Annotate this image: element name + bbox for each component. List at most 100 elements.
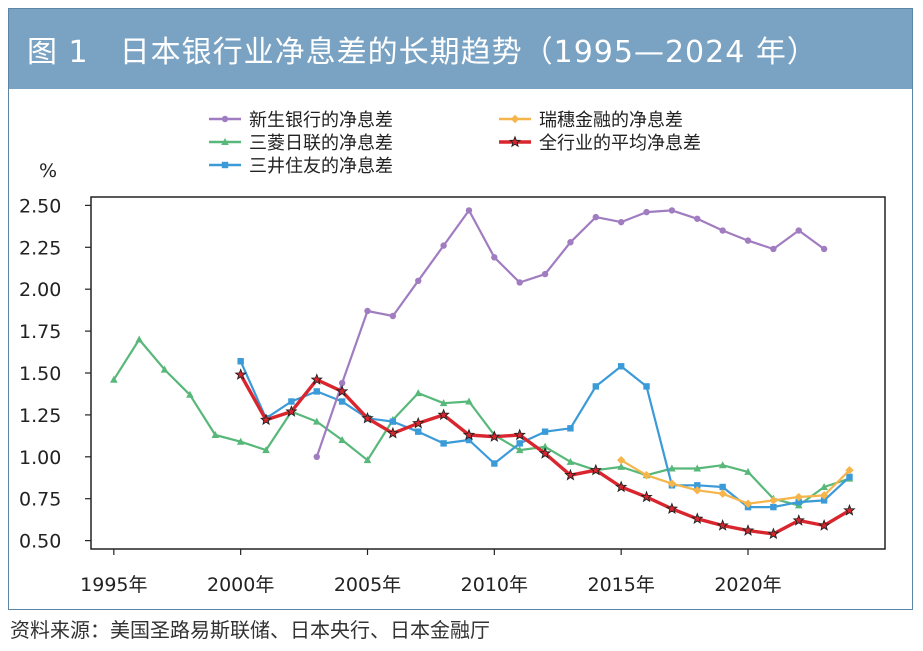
data-point [234,368,247,380]
data-point [566,457,575,465]
data-point [592,213,600,221]
data-point [770,245,777,253]
x-tick-label: 2000年 [207,574,274,596]
data-point [617,462,625,470]
data-point [285,405,298,417]
data-point [364,307,371,315]
x-tick-label: 1995年 [80,574,147,596]
legend-label: 新生银行的净息差 [249,110,393,131]
data-point [820,482,828,490]
data-point [160,365,169,373]
data-point [843,503,856,516]
data-point [338,398,346,405]
data-point [741,524,755,536]
data-point [718,461,727,469]
y-tick-label: 1.00 [19,447,61,469]
series-line [620,459,851,505]
y-tick-label: 1.25 [19,405,61,427]
data-point [820,245,828,253]
data-point [592,383,600,390]
data-point [691,512,704,525]
data-point [262,446,270,454]
data-point [237,358,244,365]
data-point [513,428,526,441]
data-point [743,499,753,508]
data-point [465,397,473,405]
data-point [694,215,701,222]
data-point [313,388,320,395]
data-point [667,479,677,488]
data-point [794,492,803,502]
data-point [665,502,679,515]
x-tick-label: 2005年 [334,574,401,596]
data-point [770,503,777,511]
y-tick-label: 0.50 [19,531,61,553]
data-point [668,464,676,472]
data-point [541,270,549,278]
data-point [288,398,295,405]
data-point [439,399,448,407]
legend-label: 瑞穗金融的净息差 [539,110,683,131]
data-point [110,375,118,383]
figure-frame: 图 1 日本银行业净息差的长期趋势（1995—2024 年） 0.50 0.75 1… [8,8,913,610]
x-tick-label: 2015年 [587,574,654,596]
legend-entry: 三菱日联的净息差 [209,133,393,154]
series-line [112,338,850,507]
data-point [465,207,473,214]
legend-entry: 瑞穗金融的净息差 [499,110,683,131]
data-point [567,239,574,246]
data-point [718,489,727,498]
data-point [668,207,676,214]
data-point [462,428,476,441]
data-point [564,468,577,481]
data-point [415,277,422,285]
data-point [363,456,372,464]
legend-entry: 全行业的平均净息差 [499,133,701,154]
data-point [617,363,625,370]
figure-header: 图 1 日本银行业净息差的长期趋势（1995—2024 年） [9,9,912,89]
data-point [310,373,323,385]
data-point [437,408,450,421]
data-point [338,436,346,444]
data-point [335,384,349,397]
data-point [643,383,650,390]
data-point [361,411,374,424]
data-point [845,466,854,475]
legend-marker [510,114,520,124]
legend-entry: 三井住友的净息差 [209,156,393,177]
data-point [792,513,805,526]
data-point [414,389,423,397]
data-point [386,426,400,439]
data-point [236,437,245,445]
data-point [440,440,447,447]
y-tick-label: 0.75 [19,489,61,511]
data-point [716,518,729,531]
legend-marker [221,115,229,123]
data-point [488,430,501,442]
data-point [744,237,752,244]
y-tick-label: 1.50 [19,363,61,385]
legend-label: 全行业的平均净息差 [539,133,701,154]
data-point [516,279,523,286]
legend-marker [221,161,229,169]
data-point [694,482,701,489]
data-point [744,467,752,475]
data-point [719,483,726,491]
data-point [465,436,473,444]
legend-marker [508,135,522,148]
data-point [617,218,625,226]
figure-title: 图 1 日本银行业净息差的长期趋势（1995—2024 年） [27,35,818,70]
data-point [516,440,523,447]
data-point [693,486,702,495]
data-point [693,464,702,472]
data-point [767,527,780,540]
series-3 [234,368,856,540]
legend-label: 三井住友的净息差 [249,156,393,177]
data-point [415,428,422,435]
data-point [312,417,321,425]
data-point [820,497,828,504]
data-point [491,460,498,467]
y-tick-label: 2.25 [19,237,61,259]
data-point [541,442,549,450]
legend-entry: 新生银行的净息差 [209,110,393,131]
